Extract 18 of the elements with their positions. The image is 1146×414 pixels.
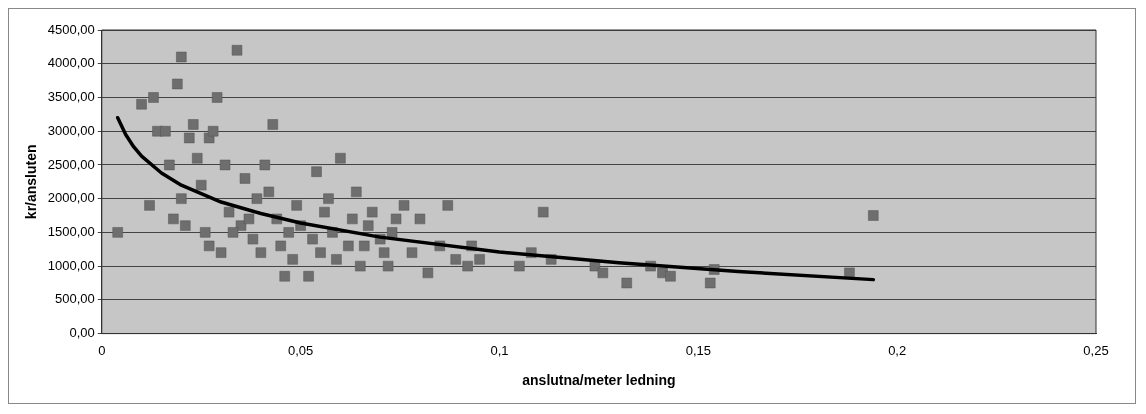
y-tick-label: 2500,00	[47, 156, 95, 172]
y-tick-label: 500,00	[55, 291, 95, 307]
y-tick-label: 2000,00	[47, 190, 95, 206]
x-axis-title: anslutna/meter ledning	[522, 372, 676, 389]
y-tick-label: 3500,00	[47, 89, 95, 105]
x-tick-label: 0,1	[490, 342, 509, 358]
y-tick-label: 4000,00	[47, 55, 95, 71]
y-tick-label: 3000,00	[47, 122, 95, 138]
y-tick-label: 4500,00	[47, 21, 95, 37]
y-tick-label: 1000,00	[47, 257, 95, 273]
x-tick-label: 0,15	[685, 342, 711, 358]
x-tick-label: 0	[98, 342, 106, 358]
x-tick-label: 0,25	[1083, 342, 1109, 358]
y-axis-title: kr/ansluten	[23, 144, 40, 220]
x-tick-label: 0,2	[888, 342, 907, 358]
y-tick-label: 1500,00	[47, 223, 95, 239]
x-tick-label: 0,05	[287, 342, 314, 358]
y-tick-label: 0,00	[69, 325, 95, 341]
